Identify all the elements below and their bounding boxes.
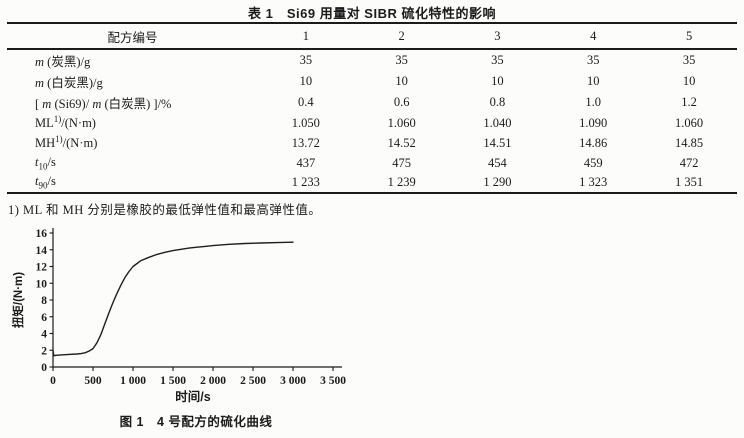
row-label: t10/s xyxy=(35,154,56,172)
table-cell: 1.050 xyxy=(291,115,320,130)
table-cell: 1.0 xyxy=(585,95,602,109)
table-cell: 0.4 xyxy=(298,95,314,109)
column-header: 3 xyxy=(494,28,501,43)
x-tick-label: 2 500 xyxy=(240,375,266,387)
table-cell: 10 xyxy=(586,74,600,88)
table-cell: 35 xyxy=(586,53,600,67)
y-tick-label: 12 xyxy=(36,262,48,274)
row-label: t90/s xyxy=(35,174,56,191)
table-title: 表 1 Si69 用量对 SIBR 硫化特性的影响 xyxy=(248,6,496,21)
column-header: 4 xyxy=(590,28,597,43)
table-row: ML1)/(N·m) 1.050 1.060 1.040 1.090 1.060 xyxy=(7,113,737,133)
table-cell: 10 xyxy=(491,74,504,88)
header-corner-label: 配方编号 xyxy=(107,30,158,45)
vulcanization-chart: 0 2 4 6 8 10 12 14 16 0 500 1 000 1 500 2 000 2 500 3 0… xyxy=(11,228,346,404)
y-tick-label: 14 xyxy=(36,245,48,257)
table-cell: 10 xyxy=(299,74,313,88)
table-cell: 14.86 xyxy=(579,135,608,150)
table-cell: 454 xyxy=(488,155,507,170)
cure-curve xyxy=(52,241,294,357)
y-tick-label: 6 xyxy=(41,312,47,324)
table-header-row: 配方编号 1 2 3 4 5 xyxy=(7,23,737,49)
table-cell: 475 xyxy=(392,155,411,170)
figure-1: 0 2 4 6 8 10 12 14 16 0 500 1 000 1 500 2 000 2 500 3 0… xyxy=(0,224,400,411)
table-cell: 14.51 xyxy=(483,135,512,150)
table-cell: 437 xyxy=(296,155,316,170)
table-cell: 35 xyxy=(395,53,408,67)
table-cell: 35 xyxy=(682,53,696,67)
row-label: [ m (Si69)/ m (白炭黑) ]/% xyxy=(35,97,172,111)
y-tick-label: 10 xyxy=(36,278,48,290)
y-tick-label: 4 xyxy=(41,329,47,341)
table-cell: 0.6 xyxy=(393,95,410,109)
table-row: m (炭黑)/g 35 35 35 35 35 xyxy=(7,49,737,71)
table-body: m (炭黑)/g 35 35 35 35 35 m (白炭黑)/g 10 10 10 10 10 [ m… xyxy=(7,49,737,193)
table-cell: 35 xyxy=(299,53,313,67)
table-row: t10/s 437 475 454 459 472 xyxy=(7,153,737,173)
table-cell: 1.060 xyxy=(387,115,416,130)
y-tick-label: 2 xyxy=(41,345,47,357)
table-footnote: 1) ML 和 MH 分别是橡胶的最低弹性值和最高弹性值。 xyxy=(8,203,322,217)
table-cell: 1 233 xyxy=(291,175,320,189)
table-cell: 10 xyxy=(682,74,696,88)
table-cell: 472 xyxy=(679,155,699,170)
table-row: [ m (Si69)/ m (白炭黑) ]/% 0.4 0.6 0.8 1.0 1.2 xyxy=(7,92,737,113)
y-tick-label: 16 xyxy=(36,228,48,240)
table-cell: 10 xyxy=(395,74,408,88)
table-cell: 1.040 xyxy=(483,115,512,130)
table-cell: 1 239 xyxy=(387,175,416,189)
x-tick-label: 0 xyxy=(50,375,56,387)
figure-caption: 图 1 4 号配方的硫化曲线 xyxy=(119,415,273,429)
table-header: 配方编号 1 2 3 4 5 xyxy=(7,23,737,49)
table-cell: 1.2 xyxy=(681,95,697,109)
y-axis-label: 扭矩/(N·m) xyxy=(11,272,25,328)
table-row: t90/s 1 233 1 239 1 290 1 323 1 351 xyxy=(7,173,737,193)
x-tick-label: 1 000 xyxy=(120,375,146,387)
row-label: m (白炭黑)/g xyxy=(35,76,103,90)
x-tick-label: 2 000 xyxy=(200,375,226,387)
x-tick-label: 3 500 xyxy=(320,375,346,387)
row-label: ML1)/(N·m) xyxy=(35,114,96,131)
x-tick-label: 3 000 xyxy=(280,375,306,387)
table-cell: 0.8 xyxy=(489,95,506,109)
x-tick-label: 1 500 xyxy=(160,375,186,387)
y-tick-label: 8 xyxy=(41,295,47,307)
table-cell: 1 323 xyxy=(579,175,608,189)
row-label: m (炭黑)/g xyxy=(35,55,91,69)
table-row: m (白炭黑)/g 10 10 10 10 10 xyxy=(7,71,737,92)
formulation-table: 配方编号 1 2 3 4 5 m (炭黑)/g 35 35 35 35 35 m (白炭黑)/g 10… xyxy=(7,22,737,194)
x-tick-label: 500 xyxy=(84,375,102,387)
table-cell: 459 xyxy=(583,155,603,170)
column-header: 2 xyxy=(398,28,405,43)
table-cell: 1 351 xyxy=(675,175,704,189)
column-header: 1 xyxy=(302,28,309,43)
table-cell: 35 xyxy=(491,53,504,67)
table-cell: 13.72 xyxy=(291,135,320,150)
table-row: MH1)/(N·m) 13.72 14.52 14.51 14.86 14.85 xyxy=(7,133,737,153)
x-axis-label: 时间/s xyxy=(175,389,210,404)
row-label: MH1)/(N·m) xyxy=(35,134,98,151)
column-header: 5 xyxy=(685,28,693,43)
table-cell: 1.060 xyxy=(675,115,704,130)
table-cell: 1.090 xyxy=(579,115,608,130)
y-tick-label: 0 xyxy=(41,362,47,374)
table-cell: 1 290 xyxy=(483,175,512,189)
table-cell: 14.85 xyxy=(675,135,704,150)
table-cell: 14.52 xyxy=(387,135,416,150)
